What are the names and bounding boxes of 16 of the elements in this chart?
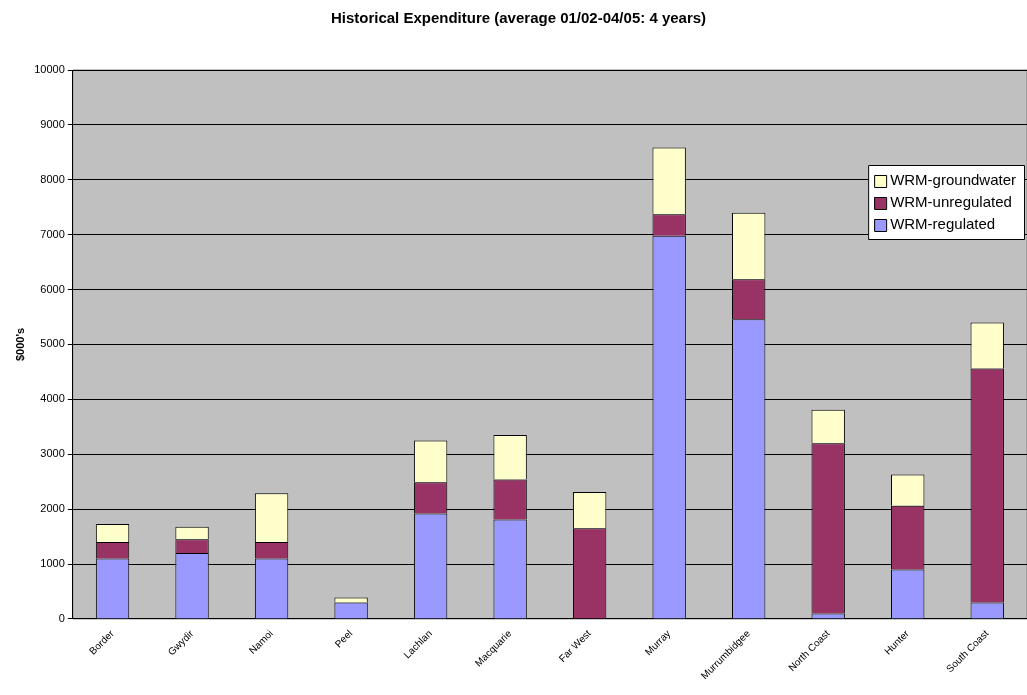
y-tick-label: 4000	[40, 392, 65, 405]
y-tick-label: 0	[58, 611, 65, 624]
y-axis-title: $000's	[13, 327, 26, 362]
y-tick-label: 10000	[34, 63, 65, 76]
y-tick-label: 2000	[40, 502, 65, 515]
y-tick-label: 1000	[40, 557, 65, 570]
y-tick-label: 8000	[40, 172, 65, 185]
y-tick-label: 5000	[40, 337, 65, 350]
y-tick-label: 9000	[40, 117, 65, 130]
legend-label: WRM-groundwater	[890, 171, 1017, 189]
chart-title: Historical Expenditure (average 01/02-04/05: 4 years)	[330, 9, 707, 27]
legend-label: WRM-unregulated	[890, 193, 1012, 211]
y-tick-label: 6000	[40, 282, 65, 295]
y-tick-label: 3000	[40, 447, 65, 460]
y-tick-label: 7000	[40, 227, 65, 240]
legend-label: WRM-regulated	[890, 215, 996, 233]
